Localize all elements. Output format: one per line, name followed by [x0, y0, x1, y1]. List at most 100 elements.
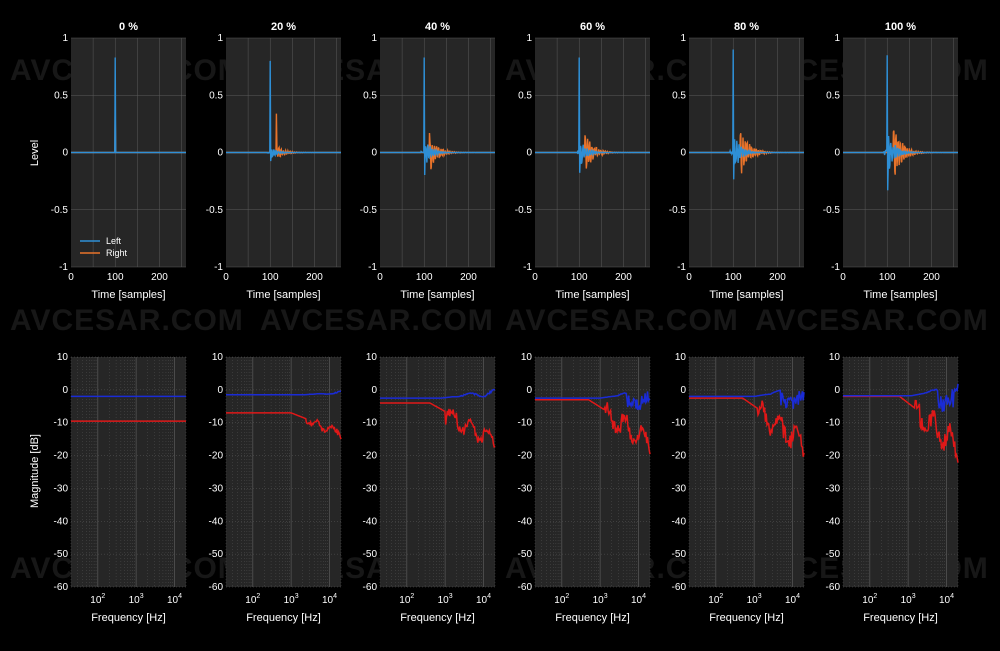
y-tick-label: 10: [675, 352, 687, 363]
plot-area: [226, 357, 341, 587]
panel-title: 100 %: [885, 21, 916, 33]
impulse-panel: -1 -0.5 0 0.5 1 0 100 200 Time [samples] 100 %: [823, 21, 958, 301]
x-tick-label: 200: [151, 272, 168, 283]
y-tick-label: 0: [217, 148, 223, 159]
x-tick-label: 0: [223, 272, 229, 283]
x-tick-label: 200: [769, 272, 786, 283]
x-tick-label: 103: [593, 593, 608, 606]
legend: Left Right: [80, 236, 128, 258]
y-tick-label: -20: [363, 451, 378, 462]
y-tick-label: -10: [363, 418, 378, 429]
magnitude-panel: 10 0 -10 -20 -30 -40 -50 -60 102 103 104Frequency …: [672, 352, 805, 624]
x-tick-label: 200: [460, 272, 477, 283]
x-tick-label: 102: [399, 593, 414, 606]
magnitude-panel: 10 0 -10 -20 -30 -40 -50 -60 102 103 104Frequency …: [363, 352, 496, 624]
right-magnitude-line: [535, 398, 651, 455]
y-tick-label: -60: [209, 582, 224, 593]
impulse-panel: -1 -0.5 0 0.5 1 0 100 200 Time [samples] 40 %: [360, 21, 495, 301]
impulse-xlabel: Time [samples]: [863, 289, 937, 301]
x-tick-label: 100: [262, 272, 279, 283]
y-tick-label: -20: [518, 451, 533, 462]
y-tick-label: -40: [209, 516, 224, 527]
impulse-panel: -1 -0.5 0 0.5 1 0 100 200 Time [samples] 20 %: [206, 21, 341, 301]
y-tick-label: -50: [826, 549, 841, 560]
x-tick-label: 0: [532, 272, 538, 283]
watermark-text: AVCESAR.COM: [755, 304, 989, 337]
x-tick-label: 100: [416, 272, 433, 283]
y-tick-label: -40: [672, 516, 687, 527]
y-tick-label: -30: [672, 483, 687, 494]
x-tick-label: 103: [747, 593, 762, 606]
x-tick-label: 104: [167, 593, 182, 606]
legend-right-label: Right: [106, 248, 128, 258]
y-tick-label: 0.5: [363, 90, 377, 101]
left-impulse-line: [843, 55, 958, 191]
y-tick-label: -1: [368, 262, 377, 273]
panel-title: 40 %: [425, 21, 450, 33]
y-tick-label: -1: [59, 262, 68, 273]
y-tick-label: 10: [366, 352, 378, 363]
y-tick-label: 0: [62, 385, 68, 396]
y-tick-label: -30: [518, 483, 533, 494]
y-tick-label: -60: [363, 582, 378, 593]
y-tick-label: 0: [62, 148, 68, 159]
x-tick-label: 104: [785, 593, 800, 606]
y-tick-label: -50: [363, 549, 378, 560]
magnitude-xlabel: Frequency [Hz]: [400, 612, 475, 624]
y-tick-label: -40: [826, 516, 841, 527]
watermark-text: AVCESAR.COM: [260, 304, 494, 337]
y-tick-label: -50: [518, 549, 533, 560]
magnitude-ylabel: Magnitude [dB]: [29, 434, 41, 508]
y-tick-label: -20: [826, 451, 841, 462]
y-tick-label: 1: [371, 33, 377, 44]
y-tick-label: -50: [672, 549, 687, 560]
x-tick-label: 200: [615, 272, 632, 283]
watermark-text: AVCESAR.COM: [10, 304, 244, 337]
y-tick-label: -60: [518, 582, 533, 593]
y-tick-label: -0.5: [515, 205, 533, 216]
x-tick-label: 104: [322, 593, 337, 606]
magnitude-xlabel: Frequency [Hz]: [91, 612, 166, 624]
impulse-panel: -1 -0.5 0 0.5 1 0 100 200 Time [samples] 0 % Left R…: [51, 21, 186, 301]
magnitude-xlabel: Frequency [Hz]: [555, 612, 630, 624]
y-tick-label: -1: [214, 262, 223, 273]
y-tick-label: 10: [829, 352, 841, 363]
x-tick-label: 200: [306, 272, 323, 283]
impulse-xlabel: Time [samples]: [246, 289, 320, 301]
impulse-ylabel: Level: [29, 140, 41, 166]
impulse-xlabel: Time [samples]: [91, 289, 165, 301]
x-tick-label: 103: [129, 593, 144, 606]
y-tick-label: 1: [62, 33, 68, 44]
plot-area: [535, 357, 650, 587]
y-tick-label: 0: [371, 385, 377, 396]
x-tick-label: 100: [107, 272, 124, 283]
x-tick-label: 102: [90, 593, 105, 606]
x-tick-label: 103: [438, 593, 453, 606]
watermark-text: AVCESAR.COM: [505, 304, 739, 337]
left-magnitude-line: [226, 390, 342, 396]
impulse-xlabel: Time [samples]: [555, 289, 629, 301]
x-tick-label: 102: [245, 593, 260, 606]
y-tick-label: -30: [826, 483, 841, 494]
left-magnitude-line: [380, 388, 496, 399]
y-tick-label: 0.5: [518, 90, 532, 101]
magnitude-xlabel: Frequency [Hz]: [246, 612, 321, 624]
y-tick-label: -20: [54, 451, 69, 462]
x-tick-label: 103: [901, 593, 916, 606]
y-tick-label: 1: [526, 33, 532, 44]
x-tick-label: 200: [923, 272, 940, 283]
left-magnitude-line: [535, 391, 651, 411]
y-tick-label: -40: [363, 516, 378, 527]
x-tick-label: 104: [631, 593, 646, 606]
y-tick-label: 10: [57, 352, 69, 363]
magnitude-panel: 10 0 -10 -20 -30 -40 -50 -60 102 103 104Frequency …: [518, 352, 651, 624]
x-tick-label: 0: [686, 272, 692, 283]
y-tick-label: 0: [834, 148, 840, 159]
left-magnitude-line: [689, 389, 805, 409]
y-tick-label: 10: [212, 352, 224, 363]
y-tick-label: 0: [680, 148, 686, 159]
y-tick-label: -60: [54, 582, 69, 593]
right-magnitude-line: [226, 412, 342, 440]
